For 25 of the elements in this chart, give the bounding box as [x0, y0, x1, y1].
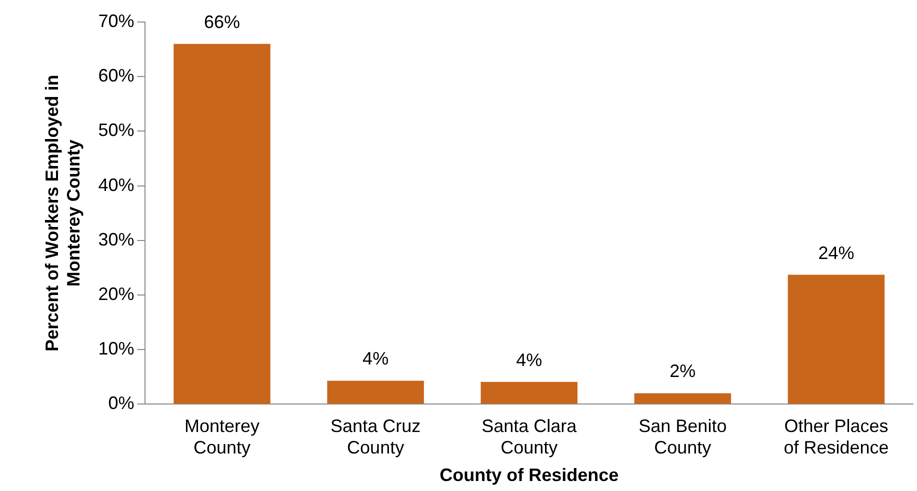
- y-tick-label: 60%: [98, 66, 134, 86]
- data-label: 66%: [204, 12, 240, 32]
- bar: [327, 380, 424, 404]
- y-axis-title: Percent of Workers Employed in Monterey County: [42, 74, 84, 352]
- x-tick-label: Santa Clara County: [482, 416, 578, 458]
- x-tick-label: Other Places of Residence: [784, 416, 889, 458]
- y-tick-label: 30%: [98, 229, 134, 250]
- bar: [174, 44, 270, 404]
- y-tick-label: 50%: [98, 120, 134, 140]
- bar: [634, 393, 732, 404]
- data-label: 4%: [362, 348, 389, 369]
- y-tick-label: 40%: [98, 174, 134, 195]
- y-tick-label: 20%: [98, 284, 134, 304]
- data-label: 2%: [670, 361, 696, 382]
- y-tick-label: 70%: [98, 10, 134, 31]
- x-tick-label: Santa Cruz County: [330, 416, 421, 458]
- x-tick-label: Monterey County: [184, 416, 260, 458]
- data-label: 4%: [516, 350, 542, 370]
- x-axis-title: County of Residence: [440, 465, 619, 486]
- bar: [788, 274, 885, 404]
- y-tick-label: 0%: [108, 393, 134, 414]
- bar: [480, 382, 578, 404]
- x-tick-label: San Benito County: [638, 416, 727, 458]
- data-label: 24%: [818, 242, 854, 263]
- y-tick-label: 10%: [98, 338, 134, 359]
